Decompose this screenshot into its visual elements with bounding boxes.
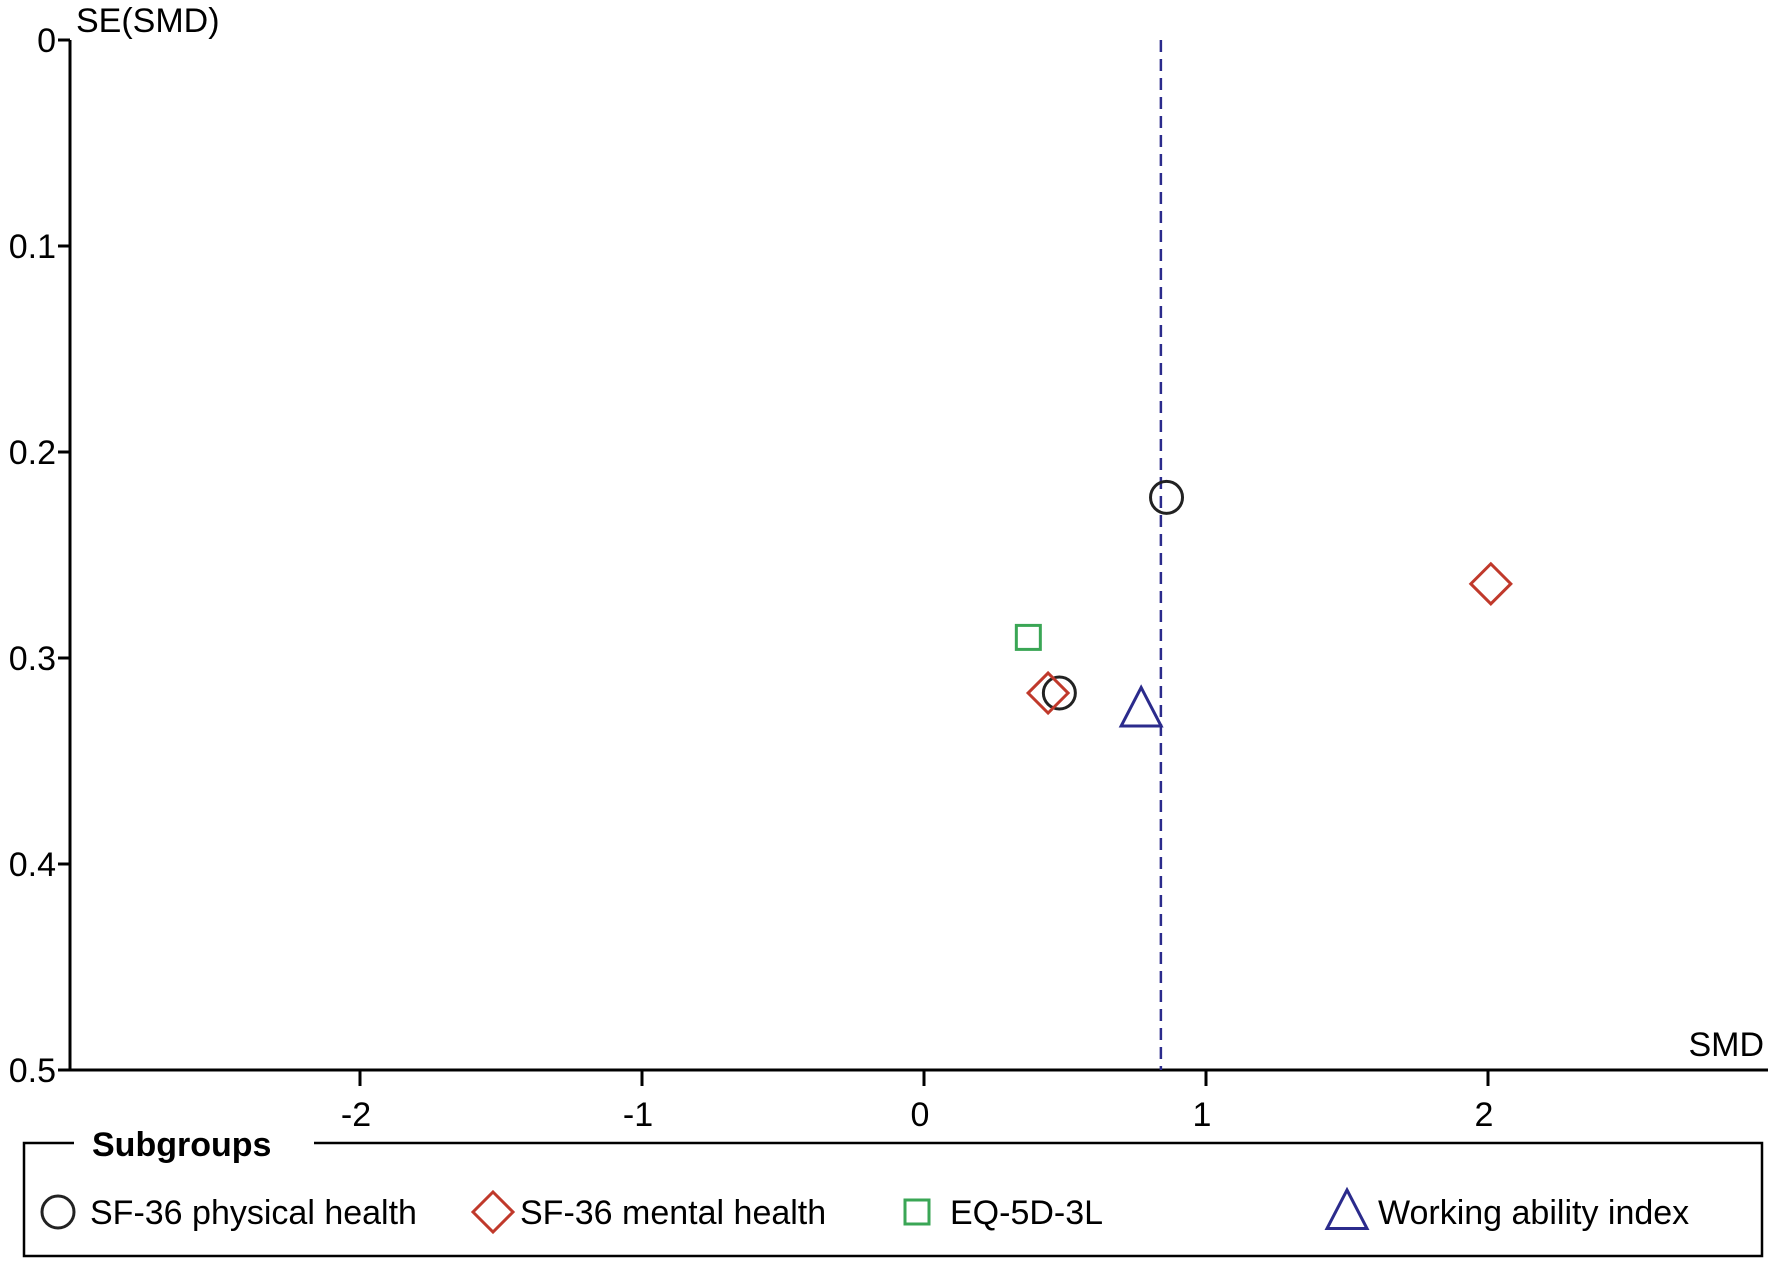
legend: Subgroups SF-36 physical health SF-36 ment… [22,1126,1764,1258]
legend-marker-diamond [470,1189,516,1235]
data-point-square [1014,623,1042,651]
data-points [1014,479,1513,728]
legend-label: Working ability index [1378,1194,1689,1232]
data-point-diamond [1468,561,1513,606]
data-point-triangle [1118,684,1164,728]
legend-marker-triangle [1324,1186,1370,1230]
y-tick-label: 0.2 [9,434,56,472]
y-tick-label: 0.5 [9,1052,56,1090]
legend-frame [22,1141,1764,1258]
data-point-diamond [1025,670,1071,716]
x-tick-label: 1 [1193,1096,1212,1134]
legend-marker-square [903,1198,931,1226]
x-tick-label: 0 [911,1096,930,1134]
data-point-circle [1149,479,1185,515]
legend-label: SF-36 physical health [90,1194,417,1232]
data-point-circle [1041,675,1077,711]
axes: 0 0.1 0.2 0.3 0.4 0.5 -2 -1 0 1 2 SE(SMD) SMD [9,2,1768,1134]
y-tick-label: 0.3 [9,640,56,678]
y-axis-title: SE(SMD) [76,2,220,40]
x-tick-label: -2 [341,1096,371,1134]
x-tick-label: 2 [1475,1096,1494,1134]
y-tick-label: 0 [37,22,56,60]
x-tick-label: -1 [623,1096,653,1134]
legend-marker-circle [40,1194,76,1230]
x-axis-title: SMD [1688,1026,1764,1064]
legend-label: EQ-5D-3L [950,1194,1103,1232]
legend-title: Subgroups [92,1126,271,1164]
legend-label: SF-36 mental health [520,1194,826,1232]
y-tick-label: 0.4 [9,846,56,884]
y-tick-label: 0.1 [9,228,56,266]
